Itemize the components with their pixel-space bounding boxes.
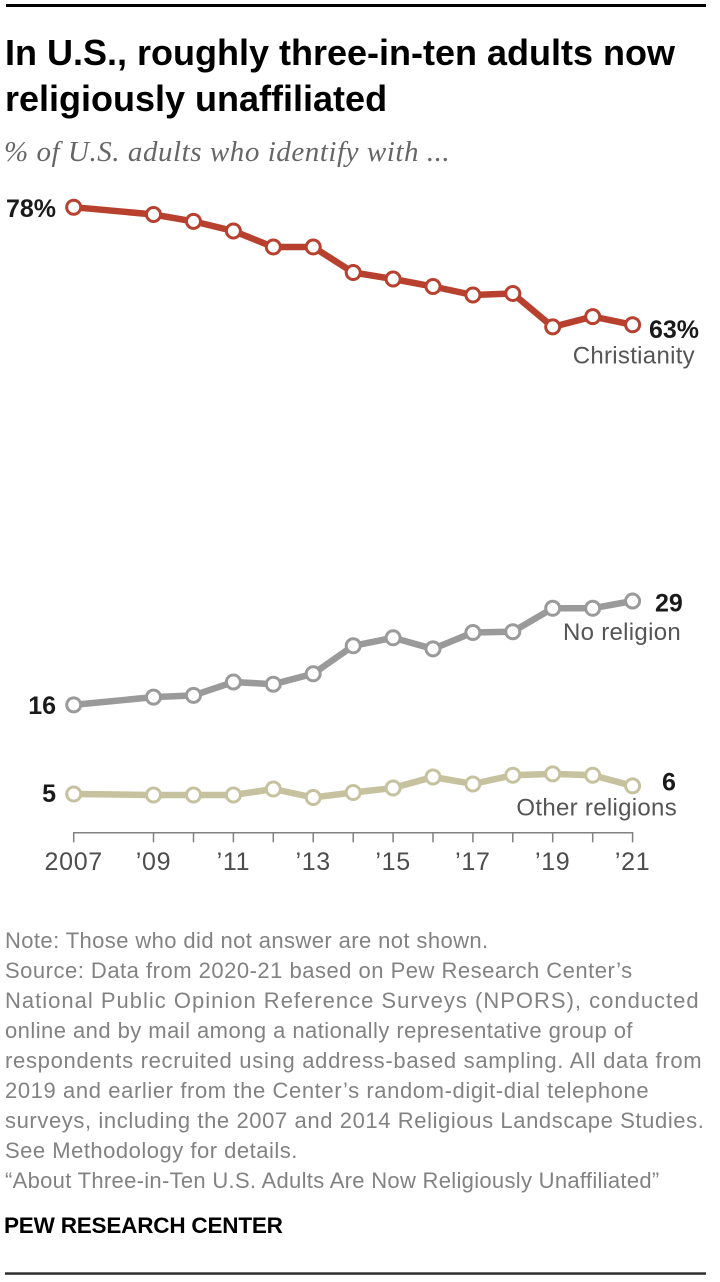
svg-text:Other religions: Other religions (516, 795, 677, 822)
svg-text:16: 16 (28, 692, 56, 720)
svg-text:In U.S., roughly three-in-ten: In U.S., roughly three-in-ten adults now (5, 32, 676, 73)
svg-text:29: 29 (655, 590, 683, 618)
svg-text:PEW RESEARCH CENTER: PEW RESEARCH CENTER (4, 1213, 283, 1238)
svg-text:’13: ’13 (295, 848, 330, 876)
svg-text:National Public Opinion Refere: National Public Opinion Reference Survey… (5, 988, 700, 1013)
svg-text:78%: 78% (6, 195, 56, 223)
svg-text:2019 and earlier from the Cent: 2019 and earlier from the Center’s rando… (5, 1078, 649, 1103)
svg-text:Christianity: Christianity (573, 342, 695, 369)
svg-text:Note: Those who did not answer: Note: Those who did not answer are not s… (5, 928, 489, 953)
svg-text:No religion: No religion (563, 619, 681, 646)
svg-text:See Methodology for details.: See Methodology for details. (5, 1138, 298, 1163)
svg-text:6: 6 (662, 769, 676, 797)
svg-text:’21: ’21 (615, 848, 650, 876)
svg-text:online and by mail among a nat: online and by mail among a nationally re… (5, 1018, 633, 1043)
svg-text:“About Three-in-Ten U.S. Adult: “About Three-in-Ten U.S. Adults Are Now … (5, 1168, 660, 1193)
svg-text:’11: ’11 (217, 848, 251, 876)
svg-text:’09: ’09 (136, 848, 171, 876)
svg-text:’15: ’15 (375, 848, 410, 876)
svg-text:surveys, including the 2007 an: surveys, including the 2007 and 2014 Rel… (5, 1108, 704, 1133)
svg-text:63%: 63% (649, 316, 699, 344)
svg-text:5: 5 (42, 780, 56, 808)
svg-text:Source: Data from 2020-21 base: Source: Data from 2020-21 based on Pew R… (5, 958, 633, 983)
svg-text:2007: 2007 (44, 848, 102, 876)
svg-text:respondents recruited using ad: respondents recruited using address-base… (5, 1048, 702, 1073)
svg-text:% of U.S. adults who identify: % of U.S. adults who identify with ... (4, 136, 450, 168)
svg-text:’19: ’19 (535, 848, 570, 876)
svg-text:’17: ’17 (455, 848, 490, 876)
svg-text:religiously unaffiliated: religiously unaffiliated (5, 78, 387, 119)
